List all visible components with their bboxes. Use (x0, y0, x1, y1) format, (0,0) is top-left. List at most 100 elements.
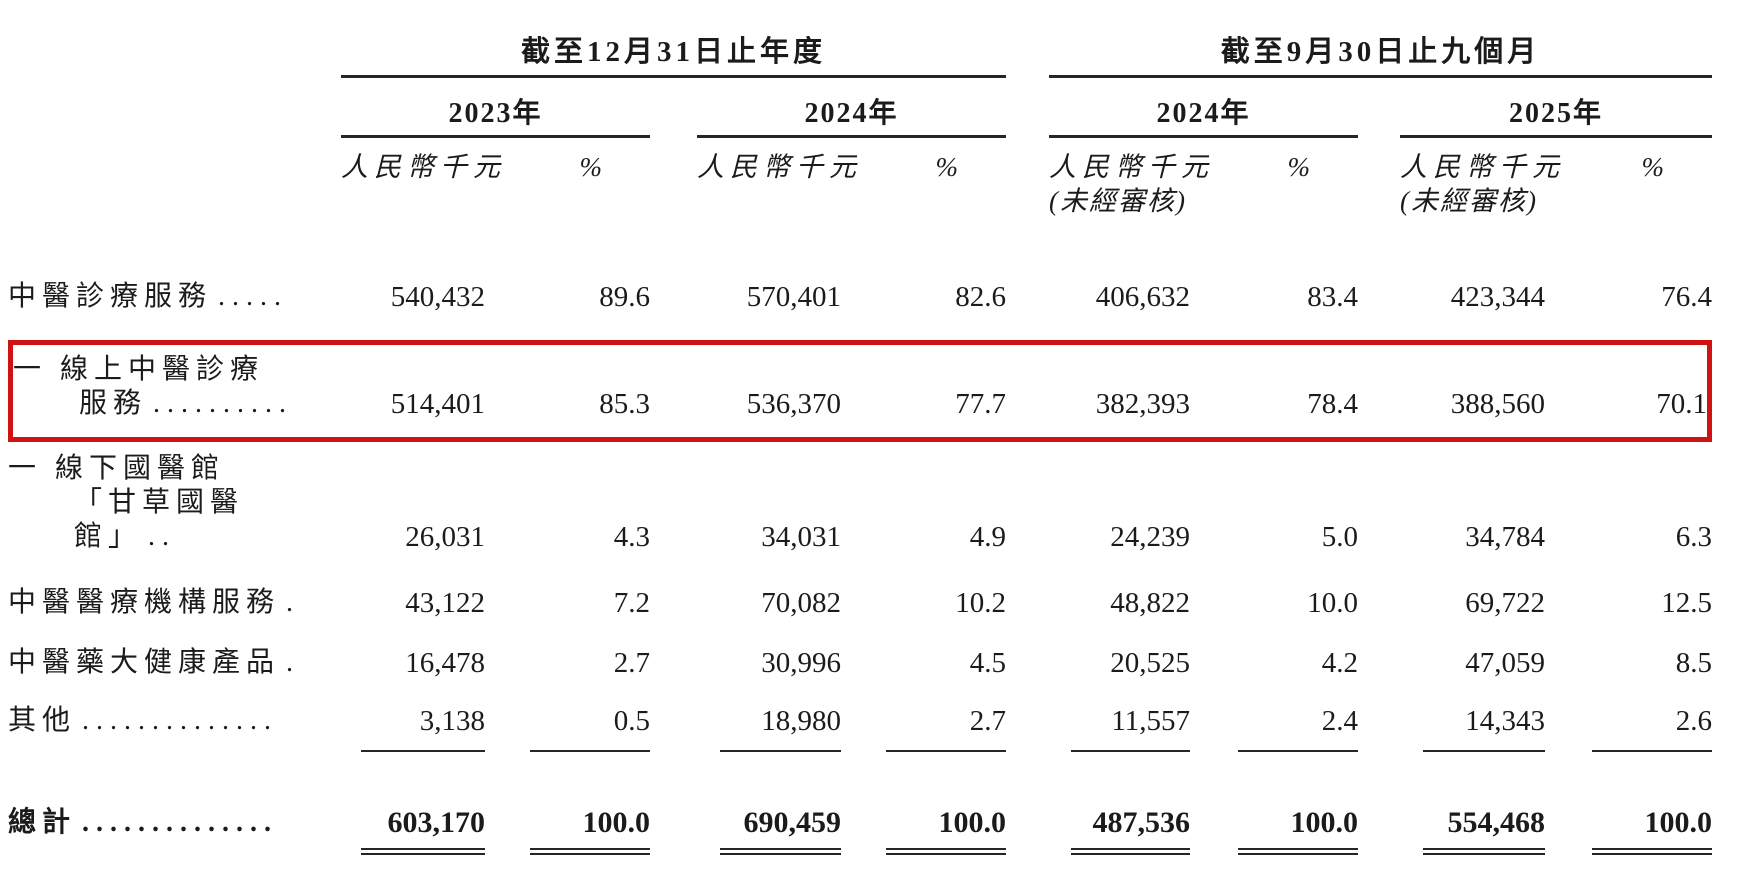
pct-cell: 12.5 (1661, 587, 1713, 619)
unit-label: 人民幣千元 (697, 152, 862, 182)
year-label: 2025年 (1400, 96, 1713, 138)
pct-cell: 70.1 (1545, 340, 1713, 442)
table-row-tcm-medical-institution-services: 中醫醫療機構服務. 43,122 7.2 70,082 10.2 48,822 … (8, 572, 1712, 626)
pct-cell: 85.3 (485, 340, 650, 442)
year-2023: 2023年 (341, 78, 650, 138)
pct-cell: 4.9 (969, 521, 1007, 553)
value-cell: 406,632 (1095, 281, 1191, 313)
pct-cell: 83.4 (1307, 281, 1359, 313)
leader-dots: . (286, 647, 301, 678)
leader-dots: .. (148, 521, 177, 552)
unaudited-note: (未經審核) (1400, 186, 1538, 216)
row-label: 中醫醫療機構服務. (8, 587, 301, 618)
value-cell: 20,525 (1110, 647, 1191, 679)
pct-cell: 6.3 (1675, 521, 1713, 553)
value-cell: 388,560 (1358, 340, 1546, 442)
total-pct-cell: 100.0 (485, 800, 650, 855)
value-cell: 18,980 (650, 686, 841, 752)
year-2025-9m: 2025年 (1358, 78, 1713, 138)
year-header-row: 2023年 2024年 2024年 2025年 (8, 78, 1713, 138)
value-cell: 24,239 (1110, 521, 1191, 553)
year-2024-9m: 2024年 (1006, 78, 1359, 138)
table-row-total: 總計.............. 603,170 100.0 690,459 1… (8, 800, 1713, 855)
value-cell: 30,996 (761, 647, 841, 679)
row-label: 一 線上中醫診療 服務.......... (8, 340, 341, 442)
row-label: 中醫診療服務..... (8, 281, 289, 312)
row-label: 總計.............. (8, 807, 279, 838)
unaudited-note: (未經審核) (1049, 186, 1187, 216)
header-spacer (8, 138, 341, 218)
period-group-title: 截至12月31日止年度 (341, 34, 1007, 78)
unit-label: 人民幣千元 (1049, 152, 1215, 182)
percent-label: % (935, 152, 959, 182)
year-label: 2023年 (341, 96, 650, 138)
percent-label: % (1287, 152, 1311, 182)
leader-dots: .......... (153, 388, 294, 419)
year-label: 2024年 (697, 96, 1007, 138)
table-row-online-tcm-services-highlighted: 一 線上中醫診療 服務.......... 514,401 85.3 536,3… (8, 340, 1713, 442)
unit-2024-9m: 人民幣千元 (未經審核) % (1006, 138, 1358, 218)
value-cell: 14,343 (1358, 686, 1546, 752)
value-cell: 423,344 (1450, 281, 1546, 313)
spacer-row (8, 752, 1712, 800)
header-spacer (8, 0, 341, 78)
pct-cell: 2.6 (1545, 686, 1713, 752)
period-header-row: 截至12月31日止年度 截至9月30日止九個月 (8, 0, 1713, 78)
pct-cell: 78.4 (1190, 340, 1359, 442)
value-cell: 34,031 (761, 521, 841, 553)
value-cell: 34,784 (1465, 521, 1546, 553)
row-label: 中醫藥大健康產品. (8, 647, 301, 678)
period-group-fy: 截至12月31日止年度 (341, 0, 1007, 78)
pct-cell: 89.6 (599, 281, 650, 313)
pct-cell: 4.3 (613, 521, 650, 553)
unit-block: 人民幣千元 (未經審核) (1049, 150, 1214, 218)
pct-cell: 7.2 (613, 587, 650, 619)
pct-cell: 8.5 (1675, 647, 1713, 679)
unit-header-row: 人民幣千元 % 人民幣千元 % 人民幣千元 (未經審核) % 人民幣千元 (8, 138, 1712, 218)
unit-block: 人民幣千元 (未經審核) (1400, 150, 1565, 218)
unit-2023: 人民幣千元 % (341, 138, 650, 218)
pct-cell: 2.4 (1190, 686, 1359, 752)
percent-label: % (1641, 152, 1665, 182)
value-cell: 382,393 (1006, 340, 1191, 442)
leader-dots: . (286, 587, 301, 618)
unit-2024: 人民幣千元 % (650, 138, 1006, 218)
unit-2025-9m: 人民幣千元 (未經審核) % (1358, 138, 1712, 218)
leader-dots: ..... (218, 281, 289, 312)
value-cell: 48,822 (1110, 587, 1191, 619)
total-pct-cell: 100.0 (1190, 800, 1359, 855)
row-label: 其他.............. (8, 705, 279, 736)
pct-cell: 4.2 (1321, 647, 1359, 679)
value-cell: 536,370 (650, 340, 841, 442)
pct-cell: 77.7 (841, 340, 1007, 442)
leader-dots: .............. (82, 705, 279, 736)
year-label: 2024年 (1049, 96, 1359, 138)
pct-cell: 2.7 (841, 686, 1007, 752)
value-cell: 3,138 (341, 686, 485, 752)
total-value-cell: 554,468 (1358, 800, 1546, 855)
total-value-cell: 487,536 (1006, 800, 1191, 855)
pct-cell: 5.0 (1321, 521, 1359, 553)
total-value-cell: 603,170 (341, 800, 485, 855)
revenue-breakdown-table: 截至12月31日止年度 截至9月30日止九個月 2023年 2024年 2024… (8, 0, 1713, 855)
pct-cell: 82.6 (955, 281, 1007, 313)
unit-label: 人民幣千元 (341, 152, 506, 182)
value-cell: 69,722 (1465, 587, 1546, 619)
leader-dots: .............. (82, 807, 279, 838)
period-group-title: 截至9月30日止九個月 (1049, 34, 1713, 78)
year-2024: 2024年 (650, 78, 1007, 138)
pct-cell: 10.0 (1307, 587, 1359, 619)
pct-cell: 0.5 (485, 686, 650, 752)
row-label: 一 線下國醫館 「甘草國醫館」.. (8, 453, 245, 552)
header-spacer (8, 78, 341, 138)
value-cell: 540,432 (390, 281, 485, 313)
value-cell: 47,059 (1465, 647, 1546, 679)
value-cell: 11,557 (1006, 686, 1191, 752)
total-pct-cell: 100.0 (1545, 800, 1713, 855)
percent-label: % (579, 152, 603, 182)
total-value-cell: 690,459 (650, 800, 841, 855)
value-cell: 26,031 (405, 521, 485, 553)
table-row-offline-gancao-clinics: 一 線下國醫館 「甘草國醫館」.. 26,031 4.3 34,031 4.9 … (8, 442, 1712, 572)
value-cell: 570,401 (746, 281, 841, 313)
unit-label: 人民幣千元 (1400, 152, 1566, 182)
